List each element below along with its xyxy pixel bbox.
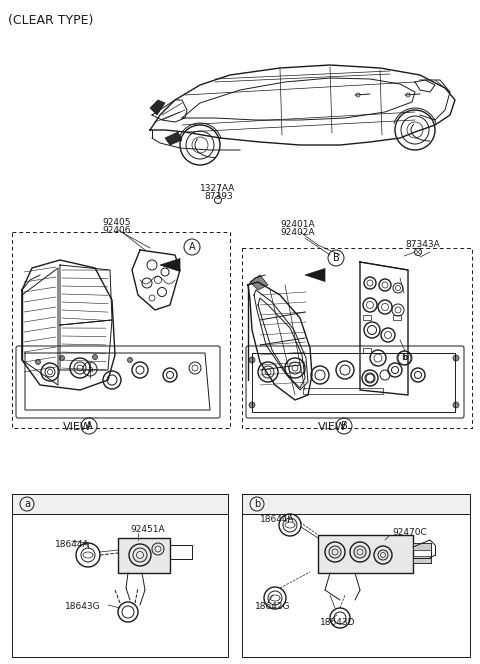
Polygon shape	[160, 258, 180, 272]
Bar	[413, 556, 431, 563]
Text: 1327AA: 1327AA	[200, 184, 235, 193]
Text: a: a	[24, 499, 30, 509]
Text: A: A	[86, 421, 92, 431]
Text: b: b	[402, 353, 408, 363]
Text: 18644A: 18644A	[55, 540, 90, 549]
Circle shape	[453, 402, 459, 408]
Bar	[318, 535, 413, 573]
Text: 92406: 92406	[102, 226, 131, 235]
Bar	[393, 315, 401, 320]
Text: (CLEAR TYPE): (CLEAR TYPE)	[8, 14, 94, 27]
Text: 92470C: 92470C	[392, 528, 427, 537]
Bar	[12, 494, 228, 514]
Circle shape	[128, 357, 132, 363]
Bar	[363, 315, 371, 320]
Circle shape	[93, 355, 97, 359]
Text: VIEW: VIEW	[63, 422, 92, 432]
Bar	[242, 494, 470, 657]
Bar	[363, 348, 371, 353]
Bar	[118, 538, 170, 573]
Circle shape	[249, 402, 255, 408]
Text: 92401A: 92401A	[280, 220, 314, 229]
Polygon shape	[150, 100, 165, 115]
Text: A: A	[189, 242, 195, 252]
Text: 87343A: 87343A	[405, 240, 440, 249]
Bar	[413, 543, 431, 563]
Text: 18644A: 18644A	[260, 515, 295, 524]
Text: 18643D: 18643D	[320, 618, 356, 627]
Text: B: B	[341, 421, 348, 431]
Text: 92402A: 92402A	[280, 228, 314, 237]
Polygon shape	[165, 132, 182, 145]
Text: 92405: 92405	[102, 218, 131, 227]
Text: 18642G: 18642G	[255, 602, 290, 611]
Bar	[170, 545, 192, 559]
Bar	[413, 543, 431, 550]
Text: VIEW: VIEW	[318, 422, 347, 432]
Circle shape	[249, 357, 255, 363]
Circle shape	[36, 359, 40, 365]
Text: B: B	[333, 253, 339, 263]
Text: b: b	[401, 353, 407, 363]
Polygon shape	[250, 275, 268, 290]
Text: a: a	[87, 365, 93, 373]
Circle shape	[453, 355, 459, 361]
Text: 18643G: 18643G	[65, 602, 101, 611]
Text: b: b	[254, 499, 260, 509]
Circle shape	[60, 355, 64, 361]
Bar	[242, 494, 470, 514]
Bar	[12, 494, 228, 657]
Bar	[303, 388, 383, 394]
Polygon shape	[305, 268, 325, 282]
Text: 87393: 87393	[204, 192, 233, 201]
Text: 92451A: 92451A	[130, 525, 165, 534]
